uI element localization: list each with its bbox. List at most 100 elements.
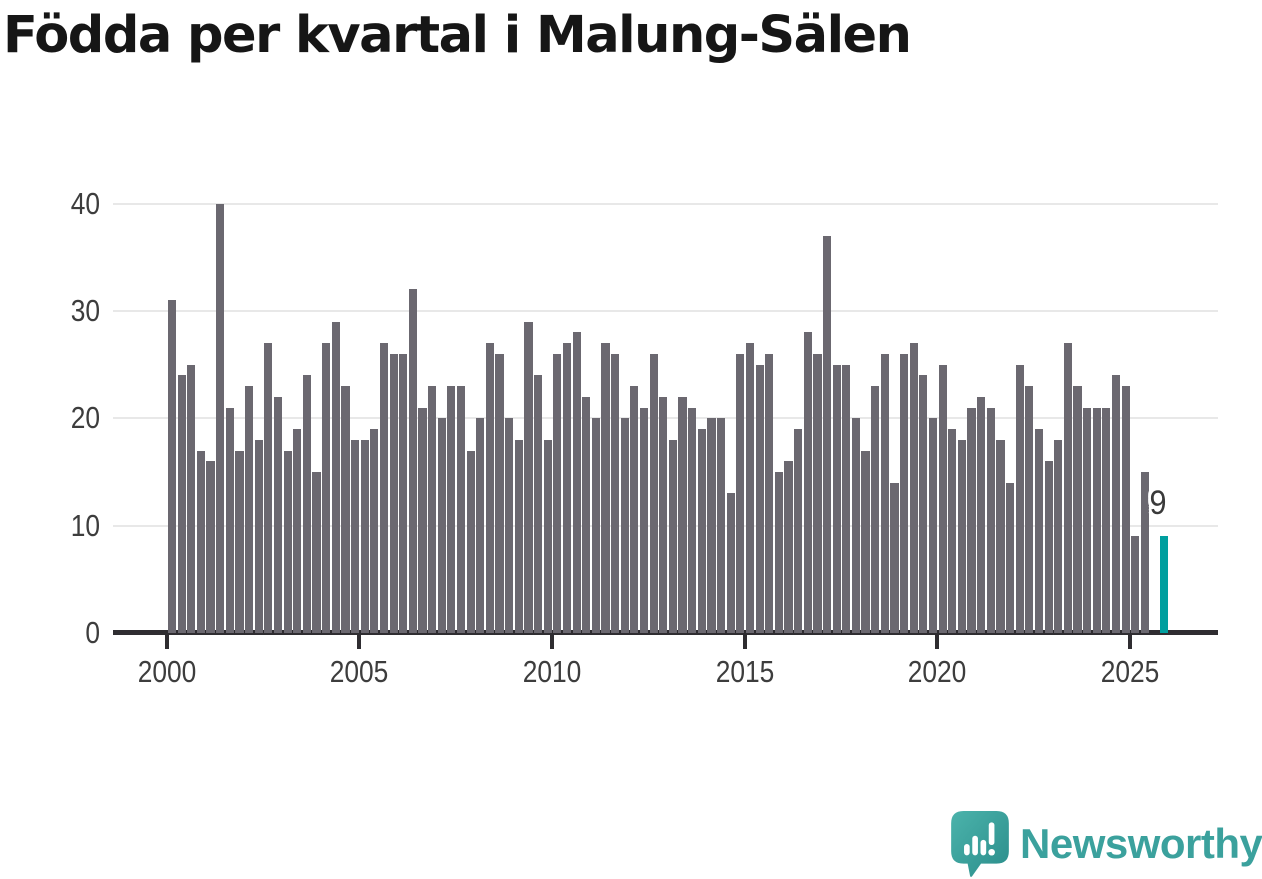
bar-2001-q2 — [216, 203, 225, 633]
bar-2024-q2 — [1102, 407, 1111, 633]
y-axis-tick-label-40: 40 — [70, 185, 100, 221]
bar-2003-q1 — [283, 450, 292, 633]
bar-2004-q2 — [331, 321, 340, 633]
bar-2002-q2 — [254, 439, 263, 633]
bar-2023-q1 — [1054, 439, 1063, 633]
bar-2003-q2 — [293, 429, 302, 633]
x-axis-tick-2020 — [935, 635, 940, 649]
bar-2003-q3 — [302, 375, 311, 633]
x-axis-tick-2005 — [357, 635, 362, 649]
bar-2005-q3 — [379, 343, 389, 633]
x-axis-tick-2015 — [742, 635, 747, 649]
x-axis-tick-label-2015: 2015 — [715, 654, 774, 689]
bar-2010-q1 — [553, 353, 562, 633]
bar-2003-q4 — [312, 471, 321, 633]
bar-2021-q2 — [986, 407, 995, 633]
logo-exclamation-bar — [988, 822, 995, 846]
bar-2004-q1 — [322, 343, 331, 633]
bar-2009-q2 — [524, 321, 533, 633]
bar-2001-q4 — [235, 450, 244, 633]
x-axis-tick-label-2000: 2000 — [137, 654, 197, 689]
bar-2005-q1 — [360, 439, 369, 633]
logo-mini-bar-3 — [980, 839, 987, 856]
bar-2008-q1 — [476, 418, 485, 633]
bar-2014-q1 — [707, 418, 716, 633]
bar-2020-q3 — [957, 439, 966, 633]
bar-2020-q2 — [948, 429, 957, 633]
bar-2019-q4 — [928, 418, 938, 633]
bar-2015-q1 — [745, 343, 755, 633]
bar-2011-q4 — [620, 418, 629, 633]
bar-2007-q2 — [447, 386, 456, 633]
bar-2009-q4 — [543, 439, 552, 633]
x-axis-tick-label-2010: 2010 — [522, 654, 582, 689]
bar-2017-q4 — [851, 418, 861, 633]
bar-2024-q3 — [1111, 375, 1121, 633]
bar-2022-q2 — [1025, 386, 1034, 633]
bar-2021-q4 — [1005, 482, 1015, 633]
bar-2018-q1 — [861, 450, 870, 633]
bar-2017-q1 — [822, 235, 832, 633]
logo-mini-bar-2 — [972, 835, 978, 856]
bar-2012-q4 — [659, 396, 668, 633]
bar-2000-q1 — [167, 300, 177, 633]
bar-2004-q3 — [341, 386, 350, 633]
bar-2013-q4 — [697, 429, 706, 633]
bar-series — [167, 203, 1172, 633]
x-axis-tick-label-2005: 2005 — [330, 654, 389, 689]
highlighted-bar-value-label: 9 — [1149, 484, 1167, 522]
bar-2016-q4 — [813, 353, 822, 633]
bar-2008-q3 — [495, 353, 504, 633]
bar-2014-q2 — [717, 418, 726, 633]
x-axis-tick-2000 — [164, 635, 169, 649]
bar-2012-q1 — [630, 386, 639, 633]
bar-2013-q3 — [688, 407, 697, 633]
bar-2016-q3 — [803, 332, 812, 633]
bar-2017-q3 — [842, 364, 851, 633]
bar-2005-q4 — [389, 353, 398, 633]
bar-2008-q2 — [485, 343, 494, 633]
bar-2006-q4 — [428, 386, 437, 633]
bar-2009-q3 — [533, 375, 543, 633]
bar-2020-q4 — [967, 407, 976, 633]
y-axis-tick-label-30: 30 — [70, 292, 100, 328]
bar-2010-q3 — [572, 332, 581, 633]
bar-2015-q3 — [765, 353, 774, 633]
gridline-y-40 — [113, 202, 1218, 205]
bar-2020-q1 — [938, 364, 947, 633]
bar-2013-q2 — [678, 396, 687, 633]
x-axis-tick-label-2025: 2025 — [1100, 654, 1160, 689]
bar-2018-q3 — [880, 353, 889, 633]
bar-2007-q4 — [466, 450, 475, 633]
bar-2000-q3 — [187, 364, 196, 633]
bar-2014-q3 — [726, 493, 735, 633]
newsworthy-logo-icon — [951, 811, 1009, 877]
bar-2008-q4 — [505, 418, 514, 633]
bar-2002-q4 — [273, 396, 283, 633]
bar-2000-q4 — [196, 450, 206, 633]
bar-2011-q3 — [611, 353, 620, 633]
bar-2013-q1 — [668, 439, 678, 633]
bar-2006-q1 — [399, 353, 408, 633]
bar-2004-q4 — [350, 439, 360, 633]
bar-2021-q1 — [977, 396, 986, 633]
bar-2015-q2 — [755, 364, 764, 633]
y-axis-tick-label-10: 10 — [70, 507, 100, 543]
bar-2009-q1 — [514, 439, 523, 633]
y-axis-tick-label-0: 0 — [85, 615, 100, 650]
gridline-y-30 — [113, 309, 1218, 312]
newsworthy-logo: Newsworthy — [950, 810, 1262, 878]
bar-2021-q3 — [996, 439, 1005, 633]
bar-2023-q2 — [1063, 343, 1072, 633]
bar-2006-q2 — [408, 289, 417, 633]
bar-2001-q3 — [225, 407, 234, 633]
bar-2016-q2 — [794, 429, 803, 633]
bar-2019-q2 — [909, 343, 918, 633]
bar-2022-q1 — [1015, 364, 1024, 633]
bar-2025-q1 — [1131, 536, 1140, 633]
bar-2007-q1 — [437, 418, 446, 633]
bar-2022-q4 — [1044, 461, 1053, 633]
bar-2023-q3 — [1073, 386, 1082, 633]
bar-2019-q1 — [900, 353, 909, 633]
bar-2018-q4 — [890, 482, 899, 633]
